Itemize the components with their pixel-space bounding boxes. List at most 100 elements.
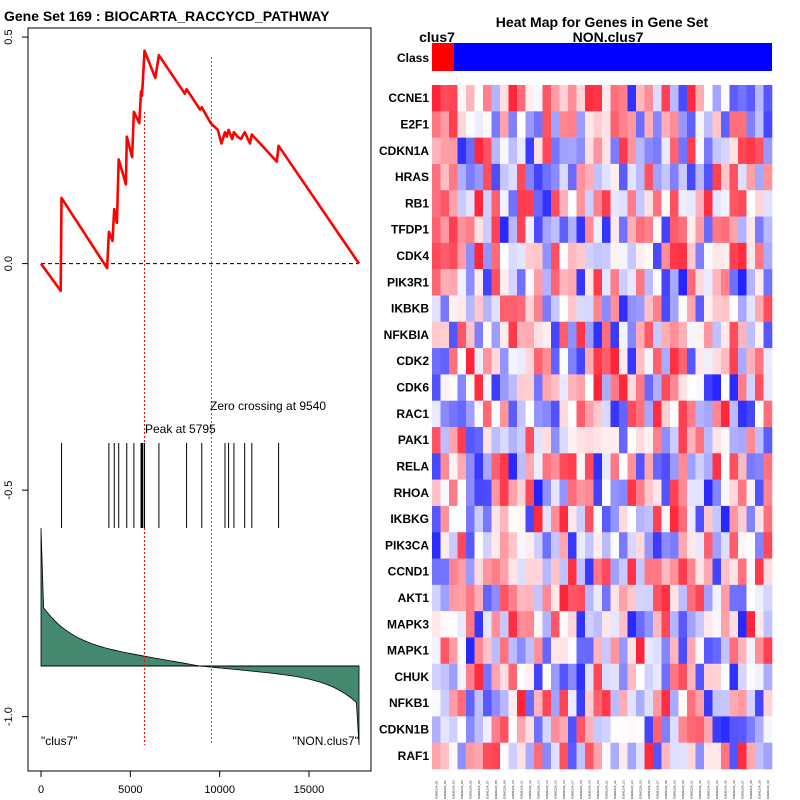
heatmap-cell: [466, 453, 475, 480]
heatmap-cell: [508, 321, 518, 349]
heatmap-cell: [534, 479, 543, 507]
heatmap-cell: [474, 611, 484, 638]
heatmap-cell: [440, 505, 450, 533]
heatmap-cell: [721, 558, 730, 586]
heatmap-cell: [508, 427, 518, 454]
heatmap-cell: [449, 400, 458, 428]
heatmap-cell: [508, 163, 518, 191]
heatmap-cell: [763, 374, 773, 401]
heatmap-cell: [525, 479, 535, 507]
heatmap-cell: [525, 558, 535, 586]
heatmap-cell: [678, 242, 688, 270]
heatmap-cell: [670, 374, 679, 401]
heatmap-cell: [466, 163, 475, 191]
heatmap-cell: [508, 374, 518, 401]
heatmap-cell: [593, 453, 603, 480]
heatmap-cell: [466, 216, 475, 244]
heatmap-cell: [585, 242, 594, 270]
heatmap-cell: [534, 85, 543, 112]
heatmap-cell: [721, 584, 730, 612]
heatmap-cell: [687, 742, 696, 770]
sample-label: GSM1234_03: [451, 780, 455, 799]
heatmap-cell: [474, 558, 484, 586]
heatmap-cell: [738, 637, 747, 665]
heatmap-cell: [457, 742, 467, 770]
heatmap-cell: [704, 742, 713, 770]
heatmap-cell: [508, 295, 518, 323]
gene-label: IKBKB: [391, 302, 429, 316]
heatmap-cell: [551, 295, 560, 323]
heatmap-cell: [474, 374, 484, 401]
heatmap-cell: [763, 611, 773, 638]
heatmap-cell: [568, 348, 577, 375]
heatmap-cell: [678, 558, 688, 586]
heatmap-cell: [432, 584, 441, 612]
heatmap-cell: [551, 505, 560, 533]
heatmap-cell: [619, 584, 628, 612]
heatmap-cell: [500, 532, 509, 559]
heatmap-cell: [738, 532, 747, 559]
gene-label: CDK6: [396, 381, 429, 395]
heatmap-cell: [517, 111, 526, 138]
heatmap-cell: [729, 558, 739, 586]
heatmap-cell: [738, 216, 747, 244]
heatmap-cell: [500, 505, 509, 533]
heatmap-cell: [653, 584, 662, 612]
heatmap-cell: [576, 400, 586, 428]
heatmap-cell: [576, 269, 586, 296]
heatmap-cell: [491, 453, 501, 480]
heatmap-cell: [508, 532, 518, 559]
heatmap-cell: [440, 295, 450, 323]
heatmap-cell: [661, 137, 671, 165]
heatmap-cell: [449, 295, 458, 323]
heatmap-cell: [661, 85, 671, 112]
heatmap-cell: [551, 663, 560, 691]
sample-label: GSM1234_19: [587, 780, 591, 799]
heatmap-cell: [729, 216, 739, 244]
heatmap-cell: [483, 611, 492, 638]
heatmap-cell: [619, 321, 628, 349]
heatmap-cell: [508, 611, 518, 638]
heatmap-cell: [432, 400, 441, 428]
heatmap-cell: [712, 558, 722, 586]
heatmap-cell: [763, 295, 773, 323]
heatmap-cell: [559, 427, 569, 454]
heatmap-cell: [661, 637, 671, 665]
heatmap-cell: [517, 637, 526, 665]
heatmap-cell: [763, 532, 773, 559]
heatmap-cell: [619, 742, 628, 770]
sample-label: GSM1234_36: [732, 780, 736, 799]
heatmap-cell: [500, 663, 509, 691]
heatmap-cell: [551, 216, 560, 244]
heatmap-cell: [712, 216, 722, 244]
heatmap-cell: [738, 374, 747, 401]
heatmap-cell: [525, 216, 535, 244]
heatmap-cell: [534, 269, 543, 296]
heatmap-cell: [525, 190, 535, 217]
heatmap-cell: [619, 505, 628, 533]
heatmap-cell: [661, 558, 671, 586]
heatmap-cell: [763, 716, 773, 743]
zero-crossing-label: Zero crossing at 9540: [210, 399, 326, 413]
heatmap-cell: [491, 190, 501, 217]
heatmap-cell: [610, 190, 620, 217]
heatmap-cell: [517, 85, 526, 112]
heatmap-cell: [678, 216, 688, 244]
sample-label: GSM1234_05: [468, 780, 472, 799]
heatmap-cell: [619, 558, 628, 586]
heatmap-cell: [721, 611, 730, 638]
heatmap-cell: [695, 137, 705, 165]
heatmap-cell: [559, 532, 569, 559]
heatmap-cell: [568, 690, 577, 717]
heatmap-cell: [449, 611, 458, 638]
gene-label: RAF1: [398, 749, 430, 763]
heatmap-cell: [500, 584, 509, 612]
heatmap-cell: [653, 427, 662, 454]
heatmap-cell: [593, 532, 603, 559]
heatmap-cell: [704, 216, 713, 244]
heatmap-cell: [551, 637, 560, 665]
heatmap-cell: [534, 137, 543, 165]
heatmap-cell: [576, 348, 586, 375]
heatmap-cell: [644, 532, 654, 559]
heatmap-cell: [449, 348, 458, 375]
